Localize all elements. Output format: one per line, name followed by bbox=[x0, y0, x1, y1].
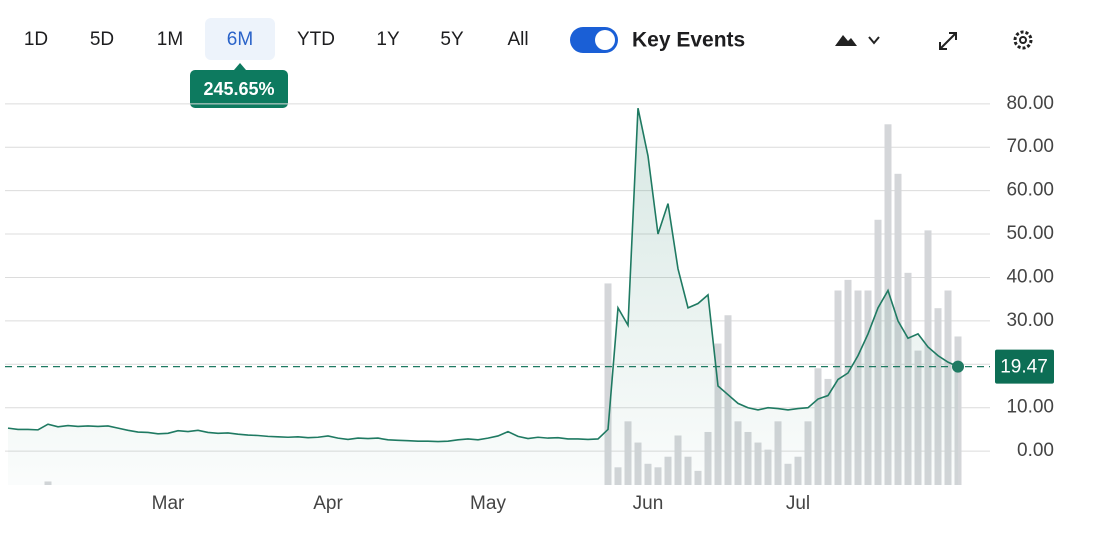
y-tick-label: 80.00 bbox=[1006, 93, 1054, 114]
range-button[interactable]: 5Y bbox=[440, 29, 464, 50]
y-tick-label: 60.00 bbox=[1006, 180, 1054, 201]
range-button[interactable]: 5D bbox=[90, 29, 114, 50]
range-button[interactable]: 6M bbox=[227, 29, 253, 50]
y-tick-label: 10.00 bbox=[1006, 397, 1054, 418]
active-range-bg bbox=[205, 18, 275, 60]
settings-icon-center bbox=[1019, 36, 1027, 44]
badge-pointer bbox=[234, 63, 246, 70]
area-fill bbox=[8, 108, 958, 485]
range-button[interactable]: 1M bbox=[157, 29, 183, 50]
range-button[interactable]: 1Y bbox=[376, 29, 400, 50]
x-tick-label: Jul bbox=[786, 493, 810, 514]
x-tick-label: Mar bbox=[152, 493, 185, 514]
toggle-knob bbox=[595, 30, 615, 50]
last-price-box bbox=[995, 349, 1054, 384]
expand-icon[interactable] bbox=[939, 32, 957, 50]
y-tick-label: 40.00 bbox=[1006, 266, 1054, 287]
x-tick-label: Jun bbox=[633, 493, 664, 514]
last-price-dot bbox=[952, 360, 964, 373]
toolbar: 1D 5D 1M 245.65% 6M YTD 1Y 5Y All Key Events bbox=[24, 18, 1033, 108]
settings-icon[interactable] bbox=[1013, 30, 1033, 50]
chevron-icon[interactable] bbox=[868, 36, 880, 45]
range-button[interactable]: All bbox=[507, 29, 528, 50]
x-tick-label: Apr bbox=[313, 493, 343, 514]
y-tick-label: 70.00 bbox=[1006, 136, 1054, 157]
y-tick-label: 30.00 bbox=[1006, 310, 1054, 331]
y-tick-label: 0.00 bbox=[1017, 440, 1054, 461]
price-line bbox=[7, 107, 959, 443]
last-price-label: 19.47 bbox=[1000, 357, 1048, 378]
y-tick-label: 50.00 bbox=[1006, 223, 1054, 244]
badge-text: 245.65% bbox=[203, 79, 274, 99]
toggle-label: Key Events bbox=[632, 29, 745, 52]
range-button[interactable]: 1D bbox=[24, 29, 48, 50]
plot: 0.0010.0020.0030.0040.0050.0060.0070.008… bbox=[5, 93, 1054, 514]
range-button[interactable]: YTD bbox=[297, 29, 335, 50]
return-badge bbox=[190, 70, 288, 108]
chart-type-icon[interactable] bbox=[835, 35, 857, 46]
volume-bar bbox=[604, 283, 612, 485]
x-tick-label: May bbox=[470, 493, 506, 514]
